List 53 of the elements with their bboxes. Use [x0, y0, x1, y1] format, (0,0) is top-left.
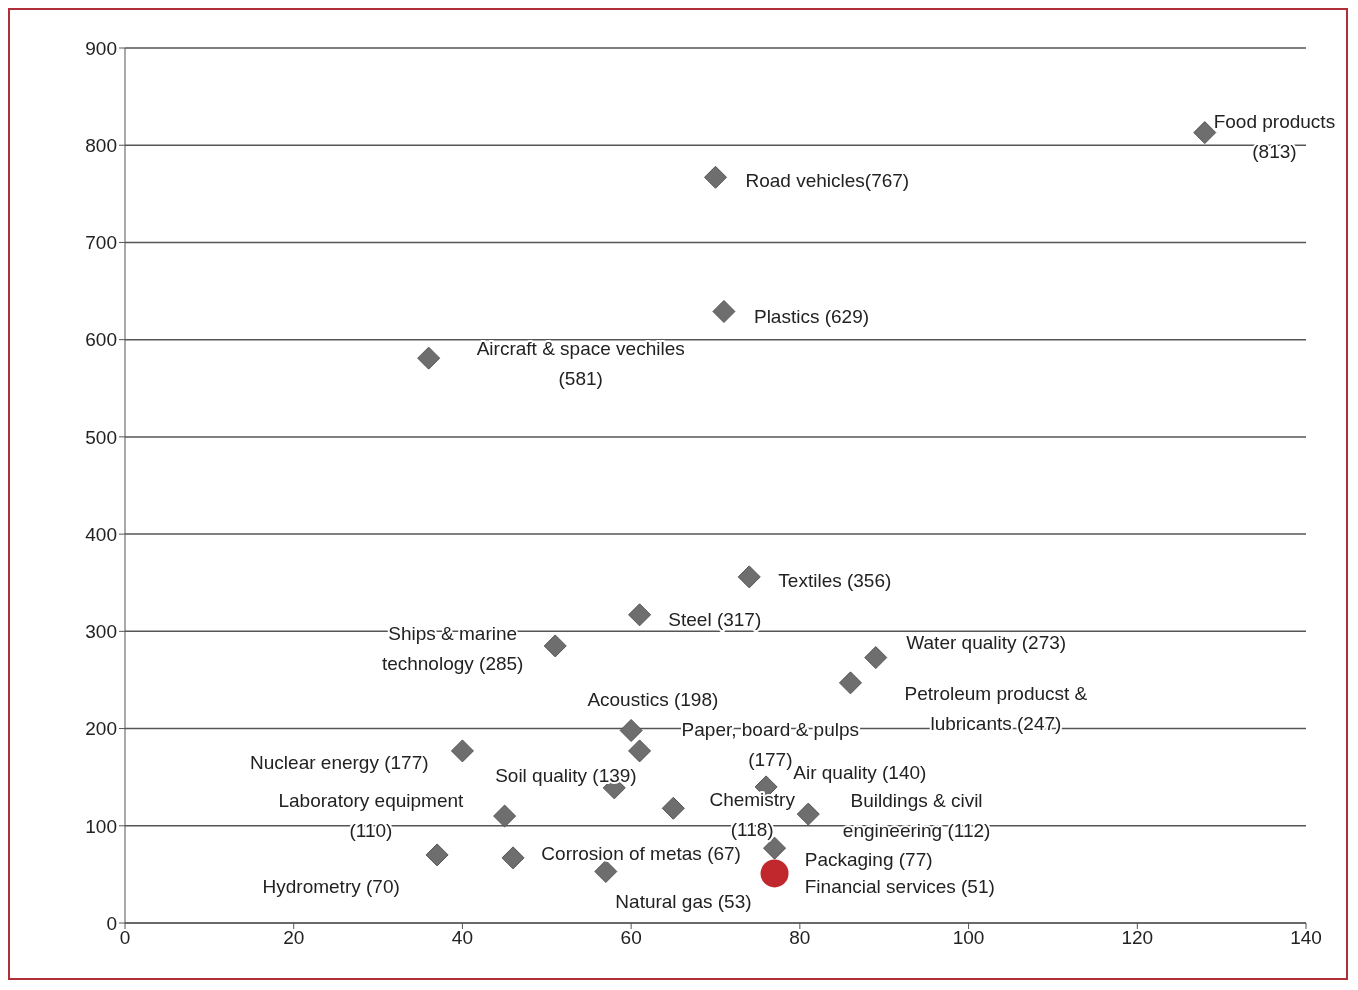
x-tick-label: 80: [789, 927, 811, 949]
annotation: Petroleum producst & lubricants (247): [904, 682, 1088, 734]
point: [864, 646, 888, 670]
annotation: Steel (317): [668, 608, 762, 630]
x-tick-label: 0: [119, 927, 131, 949]
annotation: Nuclear energy (177): [250, 751, 429, 773]
point: [1193, 121, 1217, 145]
point: [661, 796, 685, 820]
point: [628, 603, 652, 627]
y-tick-label: 800: [85, 134, 117, 156]
annotation: Acoustics (198): [587, 688, 719, 710]
point: [493, 804, 517, 828]
point: [796, 802, 820, 826]
y-tick-label: 600: [85, 329, 117, 351]
point: [417, 346, 441, 370]
point: [450, 739, 474, 763]
annotation: Food products (813): [1213, 110, 1336, 162]
annotation: Natural gas (53): [615, 890, 752, 912]
annotation: Textiles (356): [778, 569, 892, 591]
point: [704, 165, 727, 189]
annotation: Corrosion of metas (67): [541, 842, 741, 864]
x-tick-label: 140: [1290, 927, 1322, 949]
point: [712, 299, 736, 323]
annotation: Road vehicles(767): [745, 169, 910, 191]
y-tick-label: 0: [106, 912, 117, 934]
annotation: Packaging (77): [804, 848, 933, 870]
y-tick-label: 500: [85, 426, 117, 448]
annotation: Financial services (51): [804, 875, 995, 897]
y-tick-label: 700: [85, 232, 117, 254]
y-tick-label: 100: [85, 815, 117, 837]
y-tick-label: 200: [85, 718, 117, 740]
annotation: Plastics (629): [753, 305, 870, 327]
x-tick-label: 120: [1121, 927, 1154, 949]
point: [501, 846, 525, 870]
point: [737, 565, 761, 589]
point: [594, 859, 618, 883]
annotation: Hydrometry (70): [262, 875, 400, 897]
x-tick-label: 60: [620, 927, 642, 949]
x-tick-label: 40: [451, 927, 473, 949]
x-tick-label: 100: [952, 927, 985, 949]
y-tick-label: 400: [85, 523, 117, 545]
x-tick-label: 20: [283, 927, 305, 949]
point: [760, 859, 789, 888]
point: [838, 671, 862, 695]
annotation: Aircraft & space vechiles (581): [476, 337, 685, 389]
y-tick-label: 300: [85, 621, 117, 643]
point: [425, 843, 449, 867]
y-tick-label: 900: [85, 37, 117, 59]
point: [628, 739, 652, 763]
annotation: Water quality (273): [906, 631, 1067, 653]
point: [543, 634, 567, 658]
annotation: Soil quality (139): [495, 764, 637, 786]
point: [619, 719, 643, 742]
